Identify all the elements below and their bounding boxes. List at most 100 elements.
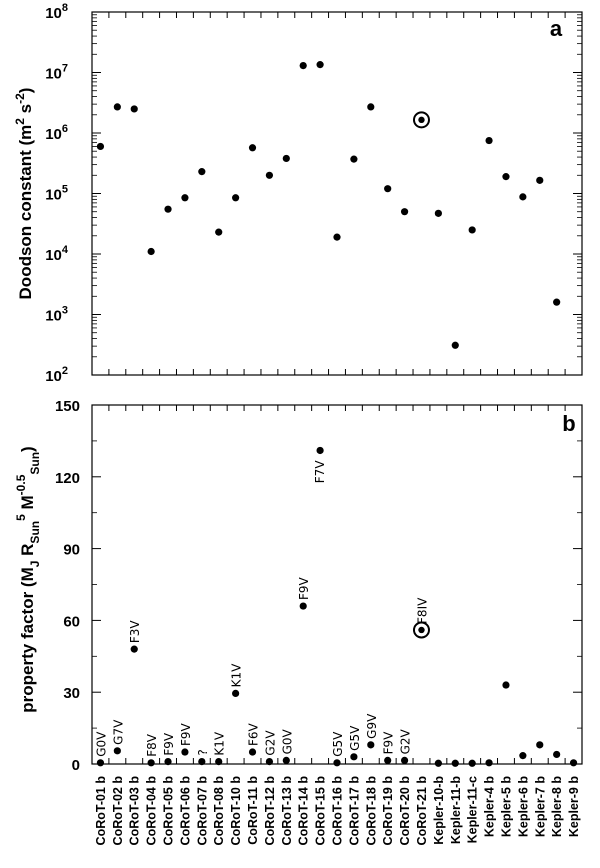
panel-b-ytick-label: 30	[63, 685, 80, 702]
category-label-24: Kepler-5 b	[499, 776, 513, 837]
panel-b-point-14	[333, 759, 341, 767]
panel-a-point-6	[198, 168, 206, 176]
category-label-22: Kepler-11-c	[466, 776, 480, 843]
panel-a-ytick-label: 102	[45, 365, 68, 385]
panel-a-ytick-label: 105	[45, 184, 68, 204]
panel-a-ylabel: Doodson constant (m2 s-2)	[13, 88, 35, 300]
panel-a-point-16	[367, 103, 375, 111]
panel-a-doodson-constant: 102 103 104 105 106 107 108 a Doodson constant (…	[13, 2, 583, 385]
category-label-20: Kepler-10-b	[432, 776, 446, 845]
panel-b-ytick-label: 60	[63, 613, 80, 630]
spectral-type-label-4: F9V	[162, 732, 176, 756]
spectral-type-label-11: G0V	[280, 728, 294, 754]
panel-b-point-21	[451, 759, 459, 767]
panel-b-point-15	[350, 753, 358, 761]
spectral-type-label-3: F8V	[145, 733, 159, 757]
panel-a-point-1	[113, 103, 121, 111]
panel-a-point-21	[451, 341, 459, 349]
panel-b-point-10	[265, 758, 274, 766]
spectral-type-label-13: F7V	[313, 460, 327, 484]
panel-b-point-19-center	[418, 626, 425, 634]
category-label-2: CoRoT-03 b	[128, 776, 142, 846]
panel-b-point-22	[468, 759, 476, 767]
panel-a-point-8	[232, 194, 240, 202]
spectral-type-label-9: F6V	[247, 722, 261, 746]
panel-b-point-5	[181, 748, 189, 756]
category-label-21: Kepler-11-b	[449, 776, 463, 844]
category-label-11: CoRoT-13 b	[280, 776, 294, 846]
panel-b-point-27	[553, 750, 561, 759]
panel-a-frame	[91, 11, 583, 376]
panel-a-point-5	[181, 194, 189, 202]
category-label-15: CoRoT-17 b	[347, 776, 361, 846]
panel-a-ytick-label: 103	[45, 305, 68, 325]
panel-a-point-13	[316, 61, 324, 69]
panel-a-point-12	[299, 62, 307, 70]
panel-b-point-9	[248, 748, 257, 756]
category-label-26: Kepler-7 b	[533, 776, 547, 837]
panel-a-point-17	[384, 185, 392, 193]
category-label-16: CoRoT-18 b	[364, 776, 378, 846]
panel-b-point-4	[164, 758, 172, 766]
panel-a-point-18	[400, 208, 409, 216]
panel-a-point-9	[248, 144, 257, 152]
panel-b-point-7	[215, 758, 223, 766]
panel-b-point-20	[434, 759, 442, 767]
category-label-19: CoRoT-21 b	[415, 776, 429, 846]
panel-a-point-10	[265, 171, 274, 179]
category-label-18: CoRoT-20 b	[398, 776, 412, 846]
panel-b-frame	[91, 404, 583, 765]
panel-b-point-2	[130, 645, 138, 653]
panel-b-ylabel: property factor (MJ RSun5 M-0.5Sun)	[14, 446, 42, 712]
category-label-4: CoRoT-05 b	[162, 776, 176, 846]
category-label-1: CoRoT-02 b	[111, 776, 125, 846]
spectral-type-label-10: G2V	[263, 730, 277, 756]
panel-b-point-16	[367, 741, 375, 749]
panel-b-letter: b	[562, 411, 575, 436]
panel-b-point-1	[113, 747, 121, 755]
panel-b-point-19-ring	[412, 621, 430, 639]
category-label-3: CoRoT-04 b	[145, 776, 159, 846]
panel-b-point-18	[400, 756, 409, 765]
spectral-type-label-1: G7V	[111, 719, 125, 745]
category-label-23: Kepler-4 b	[483, 776, 497, 837]
panel-b-ytick-label: 0	[72, 757, 80, 774]
spectral-type-label-7: K1V	[213, 731, 227, 756]
spectral-type-label-17: F9V	[382, 731, 396, 755]
spectral-type-label-6: ?	[196, 749, 210, 755]
panel-a-point-11	[282, 154, 290, 163]
spectral-type-label-14: G5V	[331, 731, 345, 757]
panel-a-ytick-label: 108	[45, 2, 68, 22]
panel-a-point-20	[434, 209, 442, 217]
category-label-10: CoRoT-12 b	[263, 776, 277, 846]
panel-a-point-0	[96, 142, 105, 151]
category-label-28: Kepler-9 b	[567, 776, 581, 837]
panel-a-point-2	[130, 105, 138, 113]
panel-b-property-factor: 0 30 60 90 120 150 b property factor (MJ RSun5 …	[14, 398, 583, 774]
spectral-type-label-19: F8IV	[415, 597, 429, 624]
category-label-17: CoRoT-19 b	[381, 776, 395, 846]
spectral-type-label-5: F9V	[179, 722, 193, 746]
panel-a-point-19-center	[418, 116, 425, 124]
panel-a-ytick-label: 107	[45, 63, 68, 83]
panel-a-point-26	[536, 176, 544, 184]
category-label-12: CoRoT-14 b	[297, 776, 311, 846]
panel-b-point-23	[485, 759, 493, 767]
panel-a-letter: a	[550, 16, 563, 41]
panel-b-point-17	[384, 756, 392, 765]
category-axis-labels: CoRoT-01 b CoRoT-02 b CoRoT-03 b CoRoT-04 b…	[94, 776, 581, 846]
category-label-14: CoRoT-16 b	[331, 776, 345, 846]
category-label-8: CoRoT-10 b	[229, 776, 243, 846]
category-label-0: CoRoT-01 b	[94, 776, 108, 846]
category-label-25: Kepler-6 b	[516, 776, 530, 837]
panel-a-point-4	[164, 205, 172, 213]
spectral-type-label-12: F9V	[297, 577, 311, 601]
panel-b-point-3	[147, 759, 155, 767]
panel-b-ytick-label: 120	[55, 470, 80, 487]
panel-b-point-11	[282, 756, 290, 765]
panel-b-point-24	[502, 681, 510, 689]
spectral-type-label-15: G5V	[348, 725, 362, 751]
panel-b-point-26	[536, 741, 544, 749]
panel-b-ytick-label: 150	[55, 398, 80, 415]
